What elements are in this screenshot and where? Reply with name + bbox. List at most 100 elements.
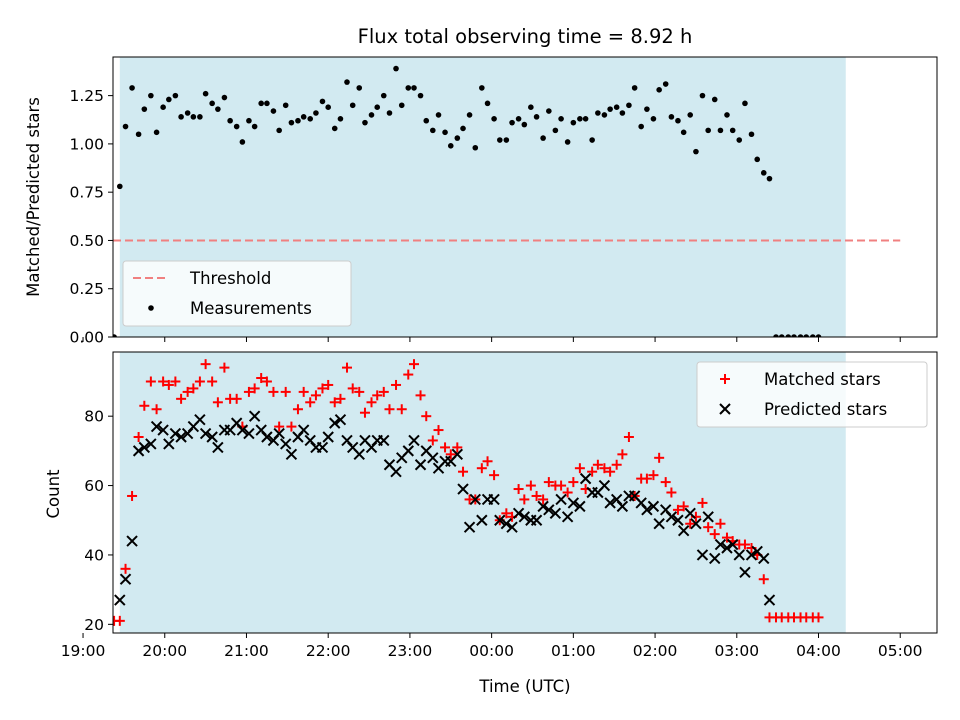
matched-star-point — [391, 379, 402, 390]
measurement-point — [209, 100, 215, 107]
predicted-star-point — [709, 552, 721, 565]
matched-star-point — [305, 397, 316, 408]
matched-star-point — [458, 466, 469, 477]
predicted-star-point — [408, 434, 420, 447]
measurement-point — [300, 114, 307, 120]
measurement-point — [705, 127, 711, 134]
matched-star-point — [568, 477, 579, 488]
x-tick-label: 03:00 — [714, 642, 759, 660]
bottom-y-axis-label: Count — [44, 469, 63, 519]
measurement-point — [141, 106, 148, 112]
predicted-star-point — [169, 427, 182, 440]
predicted-star-point — [236, 424, 249, 436]
legend-measurement-swatch — [148, 305, 154, 311]
measurement-point — [791, 334, 797, 337]
predicted-star-point — [677, 524, 690, 537]
measurement-point — [417, 92, 424, 99]
plot-area — [113, 65, 901, 337]
legend-label: Predicted stars — [764, 400, 887, 419]
measurement-point — [184, 110, 191, 116]
matched-star-point — [151, 404, 162, 415]
predicted-star-point — [248, 410, 261, 422]
predicted-star-point — [672, 514, 684, 526]
matched-star-point — [317, 383, 328, 394]
predicted-star-point — [549, 507, 562, 520]
measurement-point — [307, 115, 314, 122]
y-tick-label: 60 — [84, 477, 104, 495]
predicted-star-point — [451, 448, 464, 461]
y-tick-label: 1.00 — [69, 135, 104, 153]
matched-star-point — [427, 435, 438, 446]
predicted-star-point — [273, 427, 285, 440]
predicted-star-point — [145, 438, 157, 450]
measurement-point — [773, 334, 779, 337]
y-tick-label: 20 — [84, 616, 104, 634]
predicted-star-point — [702, 511, 714, 523]
measurement-point — [362, 119, 368, 126]
predicted-star-point — [488, 493, 500, 506]
predicted-star-point — [555, 493, 567, 506]
matched-star-point — [310, 390, 321, 401]
matched-star-point — [145, 376, 156, 387]
measurement-point — [797, 334, 804, 337]
matched-star-point — [212, 397, 223, 408]
predicted-star-point — [163, 438, 175, 450]
matched-star-point — [531, 490, 542, 501]
measurement-point — [337, 115, 344, 122]
measurement-point — [129, 85, 135, 91]
measurement-point — [442, 129, 448, 136]
matched-star-point — [623, 431, 634, 442]
measurement-point — [662, 81, 669, 87]
measurement-point — [356, 85, 363, 91]
measurement-point — [411, 85, 417, 91]
predicted-star-point — [647, 500, 660, 513]
measurement-point — [166, 96, 172, 103]
predicted-star-point — [212, 441, 224, 454]
predicted-star-point — [604, 497, 616, 509]
predicted-star-point — [543, 504, 555, 516]
matched-star-point — [587, 466, 598, 477]
count-panel: 19:00 20:00 21:00 22:00 23:00 00:00 01:00 02:00… — [61, 351, 938, 660]
predicted-star-point — [402, 445, 414, 457]
measurement-point — [215, 106, 221, 112]
top-y-axis-label: Matched/Predicted stars — [24, 97, 43, 297]
measurement-point — [570, 119, 577, 126]
matched-star-point — [617, 449, 628, 460]
measurement-point — [423, 117, 430, 124]
measurement-point — [785, 334, 792, 337]
matched-star-point — [133, 431, 144, 442]
matched-star-point — [341, 362, 352, 373]
measurement-point — [582, 115, 589, 122]
matched-star-point — [648, 470, 659, 481]
matched-star-point — [207, 376, 218, 387]
measurement-point — [239, 139, 246, 145]
measurement-point — [552, 127, 559, 134]
measurement-point — [178, 114, 184, 120]
measurement-point — [117, 183, 123, 190]
measurement-point — [405, 85, 412, 91]
predicted-star-point — [297, 424, 310, 436]
measurement-point — [374, 104, 381, 111]
predicted-star-point — [150, 420, 163, 433]
matched-star-point — [758, 574, 769, 585]
legend-box — [696, 361, 928, 428]
matched-star-point — [298, 386, 309, 397]
predicted-star-point — [194, 413, 206, 426]
predicted-star-point — [175, 431, 187, 443]
matched-star-point — [292, 404, 303, 415]
matched-star-point — [440, 442, 451, 453]
measurement-point — [693, 148, 699, 155]
measurement-point — [282, 102, 289, 109]
matched-star-point — [120, 563, 131, 574]
predicted-star-point — [758, 552, 770, 565]
matched-star-point — [678, 501, 689, 512]
matched-star-point — [274, 421, 285, 432]
measurement-point — [717, 127, 724, 134]
measurement-point — [160, 104, 166, 111]
matched-star-point — [280, 386, 291, 397]
matched-star-point — [703, 522, 714, 533]
x-axis-label: Time (UTC) — [478, 677, 570, 696]
measurement-point — [479, 85, 485, 91]
measurement-point — [122, 123, 129, 130]
predicted-star-point — [261, 431, 273, 443]
